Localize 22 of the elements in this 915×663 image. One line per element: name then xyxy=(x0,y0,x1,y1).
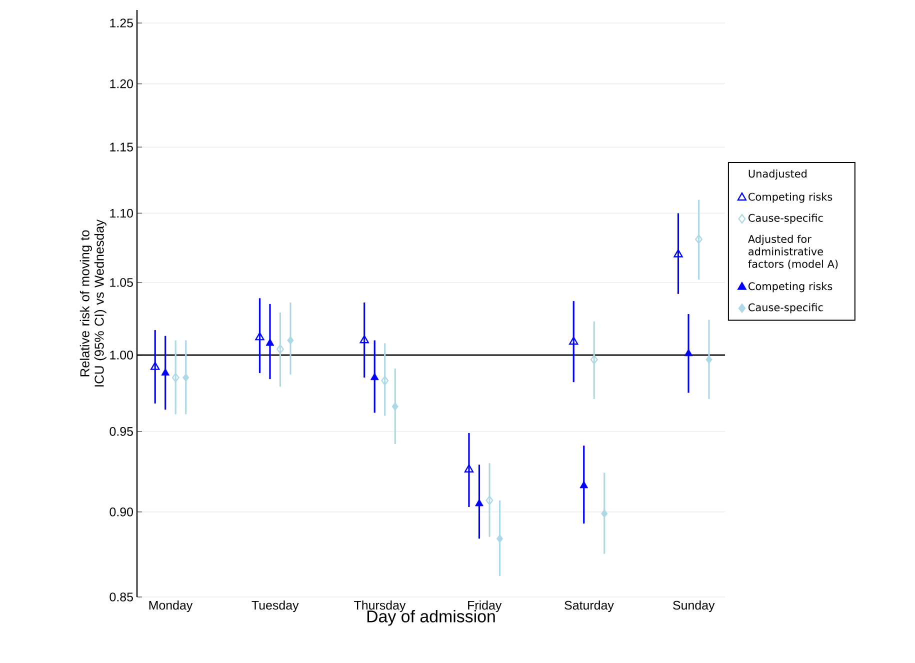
y-axis-title: Relative risk of moving to ICU (95% CI) vs Wednesday xyxy=(80,219,106,386)
y-tick-label: 1.25 xyxy=(110,18,133,28)
legend-label: Competing risks xyxy=(748,282,832,292)
legend-label: Cause-specific xyxy=(748,214,823,224)
x-tick-label: Sunday xyxy=(673,600,715,612)
x-tick-label: Thursday xyxy=(354,600,406,612)
y-tick-label: 0.95 xyxy=(110,427,133,436)
y-tick-label: 1.00 xyxy=(110,350,133,360)
y-tick-label: 1.20 xyxy=(110,79,133,88)
y-tick-label: 0.90 xyxy=(110,508,133,516)
legend-label: Cause-specific xyxy=(748,303,823,314)
y-tick-label: 0.85 xyxy=(110,592,133,602)
legend-label: Competing risks xyxy=(748,192,832,203)
y-tick-label: 1.15 xyxy=(110,142,133,152)
text: Unadjusted xyxy=(748,170,806,180)
x-tick-label: Saturday xyxy=(564,600,614,612)
x-tick-label: Friday xyxy=(468,600,502,612)
y-tick-label: 1.05 xyxy=(110,278,133,287)
x-tick-label: Monday xyxy=(149,600,193,612)
text: Adjusted for administrative factors (model A) xyxy=(748,234,838,270)
y-tick-label: 1.10 xyxy=(110,208,133,218)
x-tick-label: Tuesday xyxy=(252,600,299,612)
